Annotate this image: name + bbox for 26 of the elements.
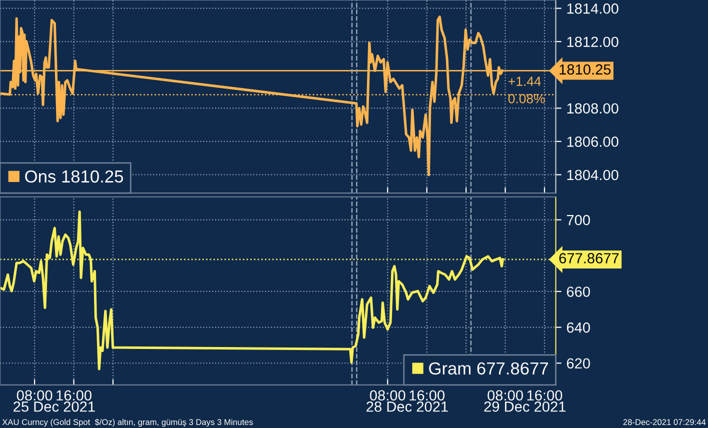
y-tick-label: 700 xyxy=(566,214,590,226)
y-tick-label: 1804.00 xyxy=(567,170,618,180)
y-tick-label: 640 xyxy=(566,322,590,333)
text: 25 Dec 2021 xyxy=(14,401,95,412)
text: 28 Dec 2021 xyxy=(366,401,448,412)
legend-label: Gram 677.8677 xyxy=(429,362,548,375)
x-tick-label: 08:00 xyxy=(16,390,52,401)
x-tick-label: 16:00 xyxy=(410,390,445,401)
y-tick-label: 1812.00 xyxy=(567,36,618,48)
text: 29 Dec 2021 xyxy=(484,401,566,412)
y-tick-label: 1814.00 xyxy=(567,3,618,14)
annotation: +1.44 xyxy=(508,76,541,86)
ref-line-label: 677.8677 xyxy=(559,253,619,264)
x-tick-label: 16:00 xyxy=(527,390,562,401)
x-tick-label: 08:00 xyxy=(488,390,523,401)
y-tick-label: 1808.00 xyxy=(567,103,618,114)
legend-label: Ons 1810.25 xyxy=(25,170,123,183)
annotation: 0.08% xyxy=(508,94,545,104)
x-tick-label: 08:00 xyxy=(370,390,406,401)
y-tick-label: 1806.00 xyxy=(567,136,618,147)
text: XAU Curncy (Gold Spot $/Oz) altın, gram, gümüş 3 Days 3 Minutes xyxy=(2,418,253,427)
y-tick-label: 660 xyxy=(566,286,590,297)
y-tick-label: 620 xyxy=(566,358,590,369)
text: 28-Dec-2021 07:29:44 xyxy=(623,419,706,426)
ref-line-label: 1810.25 xyxy=(560,64,611,75)
x-tick-label: 16:00 xyxy=(56,390,92,401)
